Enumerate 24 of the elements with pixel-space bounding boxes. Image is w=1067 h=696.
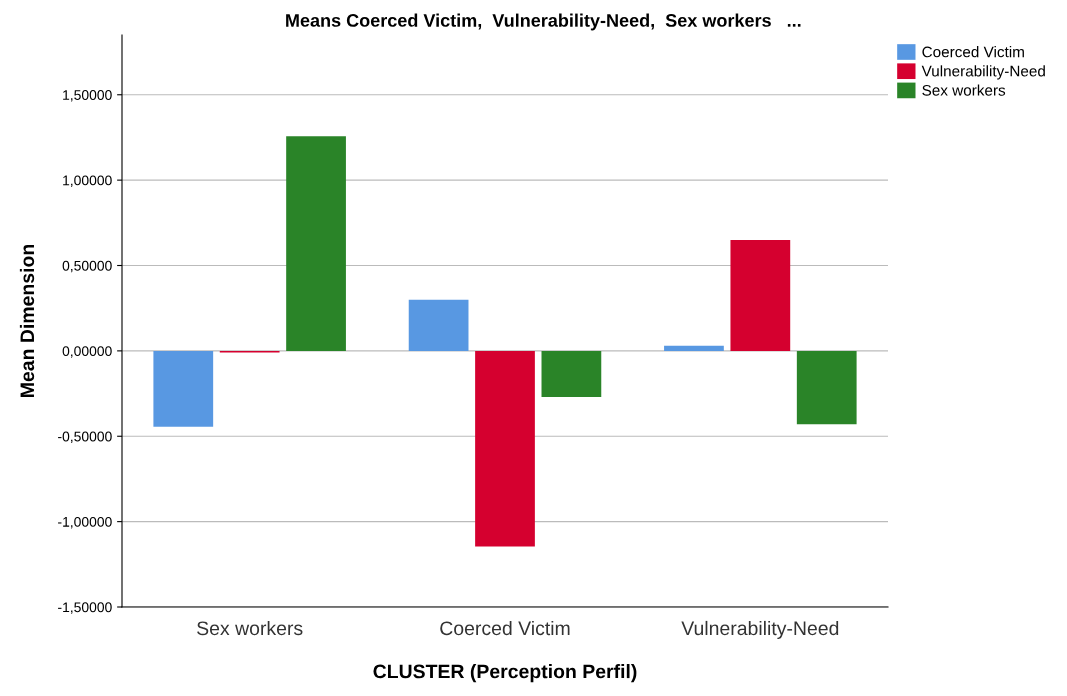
y-axis-title: Mean Dimension	[19, 244, 35, 397]
x-tick-label: Vulnerability-Need	[681, 620, 839, 640]
bar	[408, 299, 469, 351]
y-tick-label: -1,50000	[58, 602, 112, 614]
x-tick-label: Coerced Victim	[440, 620, 570, 636]
y-tick-label: 0,00000	[62, 346, 112, 358]
bar	[286, 136, 346, 351]
bar	[475, 350, 535, 547]
chart-title: Means Coerced Victim, Vulnerability-Need, Sex workers ...	[286, 13, 801, 31]
bar	[541, 350, 602, 397]
x-axis-title: CLUSTER (Perception Perfil)	[373, 664, 637, 683]
x-tick-label: Sex workers	[197, 620, 303, 636]
legend-label: Sex workers	[922, 84, 1006, 96]
legend-label: Vulnerability-Need	[921, 65, 1045, 80]
bar	[730, 239, 791, 351]
bar	[796, 350, 857, 425]
bar	[664, 345, 724, 351]
bar	[153, 350, 214, 427]
y-tick-label: 0,50000	[62, 260, 112, 273]
y-tick-label: -1,00000	[58, 516, 112, 529]
y-tick-label: 1,00000	[63, 175, 112, 187]
legend-label: Coerced Victim	[922, 46, 1024, 58]
y-tick-label: -0,50000	[58, 431, 112, 444]
y-tick-label: 1,50000	[63, 90, 112, 102]
